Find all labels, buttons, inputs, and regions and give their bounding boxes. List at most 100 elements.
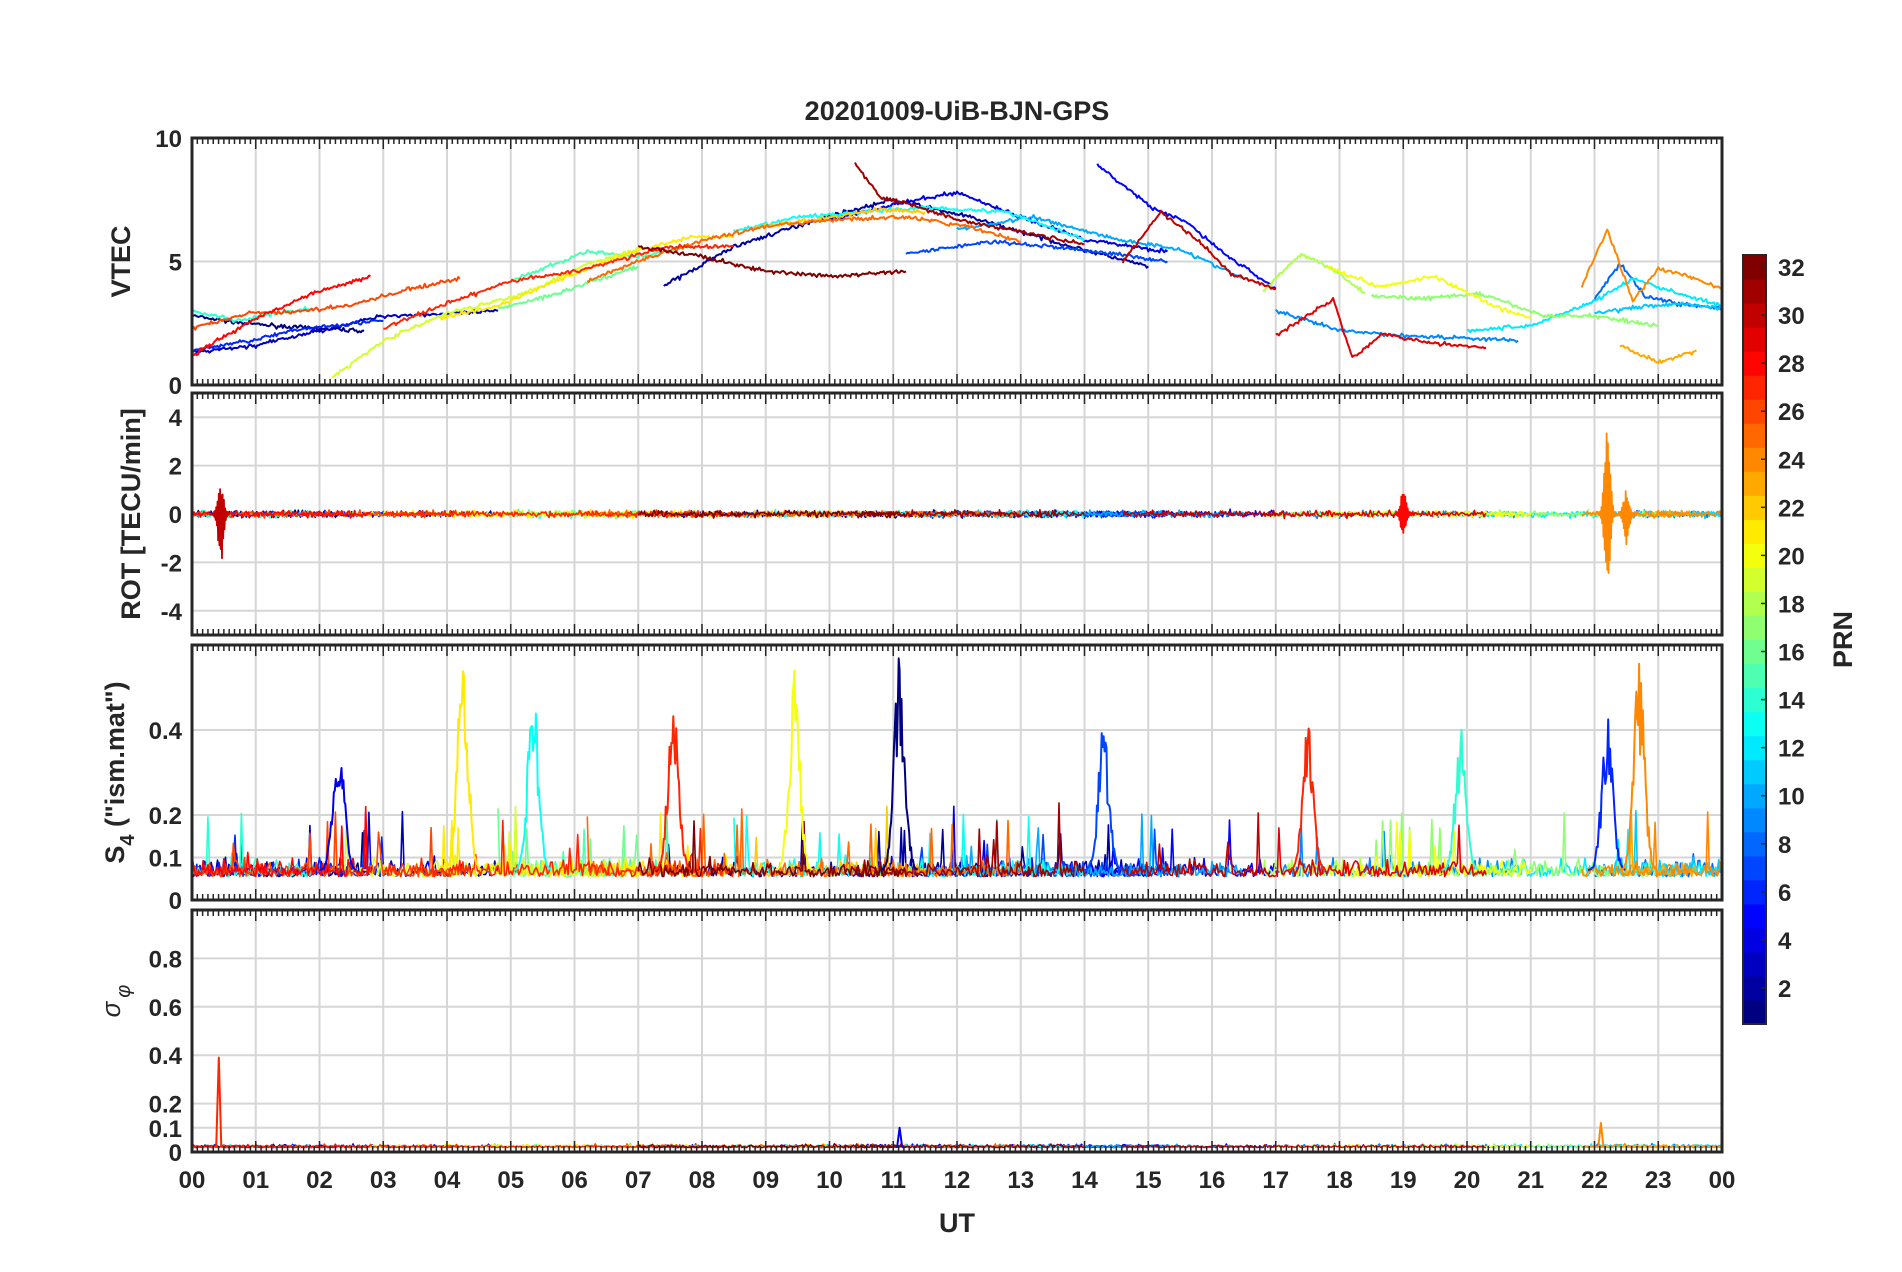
colorbar-step <box>1743 495 1766 520</box>
s4-series-prn-30 <box>1122 812 1277 878</box>
colorbar-tick-label: 14 <box>1778 688 1805 715</box>
s4-peak-prn-13 <box>513 712 552 871</box>
vtec-series-prn-16 <box>497 265 639 310</box>
s4-series-prn-20 <box>1326 821 1532 878</box>
x-tick-label: 13 <box>1007 1167 1034 1194</box>
vtec-series-prn-13 <box>733 204 1086 242</box>
x-tick-label: 07 <box>625 1167 652 1194</box>
sigma-phi-series-prn-30 <box>1122 1144 1276 1149</box>
colorbar-step <box>1743 471 1766 496</box>
x-tick-label: 01 <box>242 1167 269 1194</box>
x-tick-label: 06 <box>561 1167 588 1194</box>
vtec-series-prn-26 <box>192 276 461 331</box>
s4-series-prn-28 <box>192 805 372 878</box>
s4-peak-prn-1 <box>880 657 918 871</box>
colorbar-tick-label: 26 <box>1778 399 1805 426</box>
x-tick-label: 10 <box>816 1167 843 1194</box>
s4-peak-prn-7 <box>1084 732 1122 871</box>
x-tick-label: 16 <box>1199 1167 1226 1194</box>
colorbar-tick-label: 12 <box>1778 736 1805 763</box>
y-tick-label: 0.6 <box>149 995 182 1022</box>
colorbar-step <box>1743 999 1766 1025</box>
y-tick-label: 0.4 <box>149 718 183 745</box>
vtec-series-prn-31 <box>854 162 1085 246</box>
y-tick-label: 0 <box>169 373 182 400</box>
colorbar-step <box>1743 831 1766 857</box>
x-tick-label: 12 <box>944 1167 971 1194</box>
x-tick-label: 17 <box>1262 1167 1289 1194</box>
grid <box>192 910 1722 1152</box>
vtec-series-prn-7 <box>905 239 1168 264</box>
x-tick-labels: 00 01 02 03 04 05 06 07 08 09 10 11 12 13 14 15 16 17 18 19… <box>179 1167 1736 1194</box>
colorbar-box <box>1742 254 1767 1025</box>
x-tick-label: 11 <box>881 1167 906 1194</box>
rot-series-prn-30 <box>1122 509 1277 519</box>
vtec-series-prn-25 <box>586 214 1021 283</box>
rot-burst <box>1616 490 1636 546</box>
colorbar-step <box>1743 543 1766 569</box>
colorbar-tick-label: 6 <box>1778 880 1791 907</box>
rot-burst <box>1393 493 1413 534</box>
y-axis-label-rest: ("ism.mat") <box>100 681 130 834</box>
y-tick-label: 0.2 <box>149 803 182 830</box>
vtec-series-prn-28 <box>192 274 371 357</box>
y-axis-label-sub: φ <box>113 985 135 998</box>
colorbar-step <box>1743 783 1766 809</box>
x-tick-label: 23 <box>1645 1167 1672 1194</box>
vtec-series-prn-10 <box>956 214 1245 280</box>
colorbar-label: PRN <box>1828 611 1858 668</box>
y-tick-label: 4 <box>169 405 183 432</box>
colorbar-step <box>1743 975 1766 1001</box>
y-tick-label: -2 <box>161 550 182 577</box>
colorbar-step <box>1743 303 1766 328</box>
s4-peak-prn-4 <box>319 767 357 872</box>
y-axis-label-s: S <box>100 846 130 864</box>
s4-series-prn-24 <box>1581 811 1722 878</box>
s4-series-prn-31 <box>854 802 1086 878</box>
colorbar-step <box>1743 519 1766 544</box>
vtec-series-prn-15 <box>510 245 690 282</box>
vtec-series-prn-5 <box>1096 163 1277 290</box>
colorbar-tick-label: 24 <box>1778 447 1805 474</box>
y-axis-label-sigma: σ <box>96 1000 126 1017</box>
colorbar-step <box>1743 375 1766 400</box>
grid <box>192 138 1722 385</box>
y-axis-label: S4 ("ism.mat") <box>100 681 139 863</box>
colorbar-step <box>1743 567 1766 593</box>
vtec-series-prn-24 <box>1580 228 1722 303</box>
x-tick-label: 03 <box>370 1167 397 1194</box>
colorbar-step <box>1743 351 1766 376</box>
x-tick-label: 22 <box>1581 1167 1608 1194</box>
y-tick-label: 0 <box>169 502 182 529</box>
vtec-series-prn-19 <box>331 247 639 379</box>
s4-peak-prn-21 <box>443 670 482 871</box>
s4-peak-prn-14 <box>1441 728 1480 871</box>
colorbar-step <box>1743 639 1766 665</box>
y-axis-label: σφ <box>96 985 135 1018</box>
y-tick-label: 2 <box>169 454 182 481</box>
colorbar-step <box>1743 711 1766 737</box>
axes-box <box>190 391 1724 637</box>
rot-burst <box>1597 432 1617 574</box>
s4-peak-prn-27 <box>653 715 692 871</box>
s4-series-prn-32 <box>637 820 907 878</box>
y-axis-label: ROT [TECU/min] <box>116 408 146 619</box>
colorbar-tick-label: 28 <box>1778 351 1805 378</box>
x-tick-label: 09 <box>752 1167 779 1194</box>
vtec-series-prn-30 <box>1121 210 1277 291</box>
y-tick-label: 0.1 <box>149 846 182 873</box>
colorbar-tick-label: 30 <box>1778 303 1805 330</box>
sigma-phi-peak-prn-27 <box>215 1056 223 1148</box>
x-tick-label: 20 <box>1454 1167 1481 1194</box>
s4-peak-prn-24 <box>1619 662 1658 871</box>
sigma-phi-peak-prn-24 <box>1597 1122 1605 1148</box>
colorbar-step <box>1743 927 1766 953</box>
vtec-series-prn-29 <box>1275 297 1487 358</box>
vtec-series-prn-20 <box>1326 265 1532 320</box>
rot-burst <box>210 488 231 560</box>
colorbar-step <box>1743 327 1766 352</box>
x-tick-label: 00 <box>1709 1167 1736 1194</box>
sigma-phi-series-prn-29 <box>1275 1143 1487 1149</box>
x-tick-label: 05 <box>497 1167 524 1194</box>
sigma-phi-peak-prn-4 <box>896 1126 904 1148</box>
